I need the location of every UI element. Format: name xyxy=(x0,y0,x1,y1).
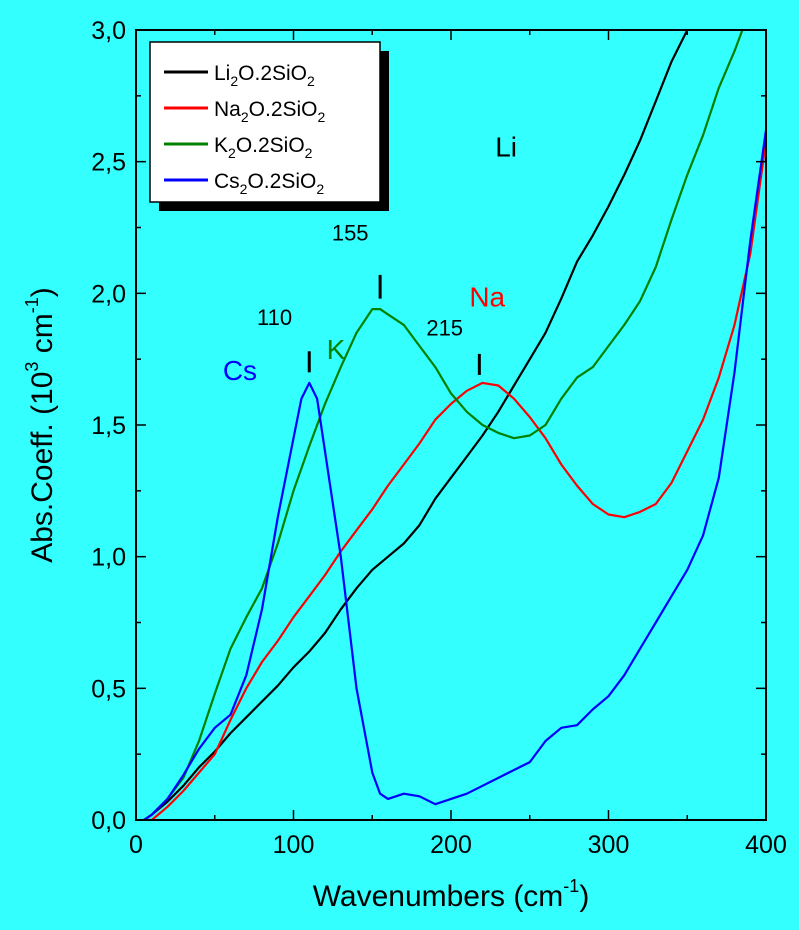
annotation-label: 155 xyxy=(332,221,369,246)
annotation-label: 110 xyxy=(257,305,292,330)
legend-box xyxy=(149,41,381,203)
x-axis-label: Wavenumbers (cm-1) xyxy=(313,876,590,913)
annotation-label: Li xyxy=(495,131,517,162)
x-tick-label: 0 xyxy=(129,831,143,859)
annotation-label: Na xyxy=(469,282,505,313)
annotation-label: Cs xyxy=(223,355,257,386)
series-line-3 xyxy=(143,129,766,820)
annotation-label: K xyxy=(327,334,346,365)
y-axis-label: Abs.Coeff. (103 cm-1) xyxy=(22,287,59,563)
legend-label-1: Na2O.2SiO2 xyxy=(214,98,326,125)
x-axis-label-end: ) xyxy=(579,880,589,913)
x-tick-label: 200 xyxy=(430,831,472,859)
y-axis-label-sup1: 3 xyxy=(22,362,42,372)
y-tick-label: 2,0 xyxy=(91,280,126,308)
legend-label-part: O.2SiO xyxy=(249,98,318,121)
axes-layer: 0 100 200 300 400 0,0 0,5 1,0 1,5 2,0 2,5 3,0 Wavenu… xyxy=(22,17,787,913)
legend-label-sub: 2 xyxy=(240,181,248,197)
y-tick-label: 1,5 xyxy=(91,412,126,440)
annotation-label: 215 xyxy=(426,315,463,340)
legend-label-sub: 2 xyxy=(307,73,315,89)
series-line-1 xyxy=(151,140,766,820)
legend-label-part: O.2SiO xyxy=(236,134,305,157)
y-tick-label: 0,5 xyxy=(91,675,126,703)
legend-label-part: O.2SiO xyxy=(238,62,307,85)
legend-label-sub: 2 xyxy=(241,109,249,125)
x-axis-label-text: Wavenumbers (cm xyxy=(313,880,564,913)
y-axis-label-text: Abs.Coeff. (10 xyxy=(26,372,59,563)
legend-label-0: Li2O.2SiO2 xyxy=(214,62,315,89)
x-tick-label: 100 xyxy=(273,831,315,859)
legend-label-part: Li xyxy=(214,62,230,85)
legend-label-part: Na xyxy=(214,98,241,121)
legend-label-part: O.2SiO xyxy=(247,170,316,193)
legend-label-sub: 2 xyxy=(230,73,238,89)
legend-label-2: K2O.2SiO2 xyxy=(214,134,313,161)
x-tick-label: 400 xyxy=(745,831,787,859)
y-tick-label: 3,0 xyxy=(91,17,126,45)
legend-label-3: Cs2O.2SiO2 xyxy=(214,170,324,197)
legend-label-part: K xyxy=(214,134,228,157)
y-axis-label-end: ) xyxy=(26,287,59,297)
x-tick-label: 300 xyxy=(588,831,630,859)
series-line-0 xyxy=(143,30,689,820)
y-tick-label: 2,5 xyxy=(91,149,126,177)
y-axis-label-mid: cm xyxy=(26,313,59,361)
legend-label-sub: 2 xyxy=(318,109,326,125)
y-tick-label: 0,0 xyxy=(91,807,126,835)
legend-label-sub: 2 xyxy=(228,145,236,161)
legend-label-sub: 2 xyxy=(316,181,324,197)
legend-label-part: Cs xyxy=(214,170,240,193)
y-axis-label-sup2: -1 xyxy=(22,297,42,313)
series-line-2 xyxy=(143,30,744,820)
plot-layer xyxy=(143,30,766,820)
legend-label-sub: 2 xyxy=(305,145,313,161)
y-tick-label: 1,0 xyxy=(91,544,126,572)
x-axis-label-sup: -1 xyxy=(563,876,579,896)
